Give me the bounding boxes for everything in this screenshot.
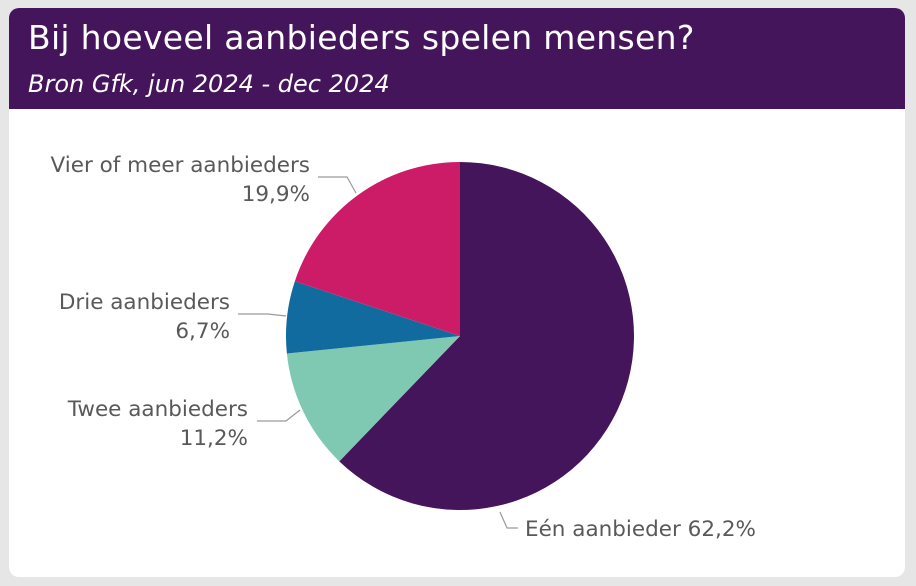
pie-slice-vier-of-meer-aanbieders: [294, 162, 460, 336]
label-drie: Drie aanbieders: [59, 290, 230, 315]
label-twee: Twee aanbieders: [67, 397, 248, 422]
pie-slice-twee-aanbieders: [286, 336, 460, 462]
pie-slice-drie-aanbieders: [286, 281, 460, 354]
leader-line: [238, 313, 287, 317]
leader-line: [499, 511, 518, 529]
chart-title: Bij hoeveel aanbieders spelen mensen?: [28, 18, 695, 57]
value-vier-of-meer: 19,9%: [242, 182, 310, 207]
chart-subtitle: Bron Gfk, jun 2024 - dec 2024: [28, 70, 390, 98]
label-vier-of-meer: Vier of meer aanbieders: [51, 153, 310, 178]
value-twee: 11,2%: [180, 426, 248, 451]
label-een: Eén aanbieder 62,2%: [525, 517, 756, 542]
chart-header: Bij hoeveel aanbieders spelen mensen? Br…: [9, 8, 905, 109]
pie-slices: [286, 162, 634, 510]
value-drie: 6,7%: [175, 319, 230, 344]
slice-labels: Vier of meer aanbieders 19,9% Drie aanbi…: [51, 153, 756, 542]
leader-line: [257, 409, 301, 422]
leader-line: [318, 176, 357, 194]
pie-slice-een-aanbieder: [339, 162, 634, 510]
label-leaders: [238, 176, 518, 529]
